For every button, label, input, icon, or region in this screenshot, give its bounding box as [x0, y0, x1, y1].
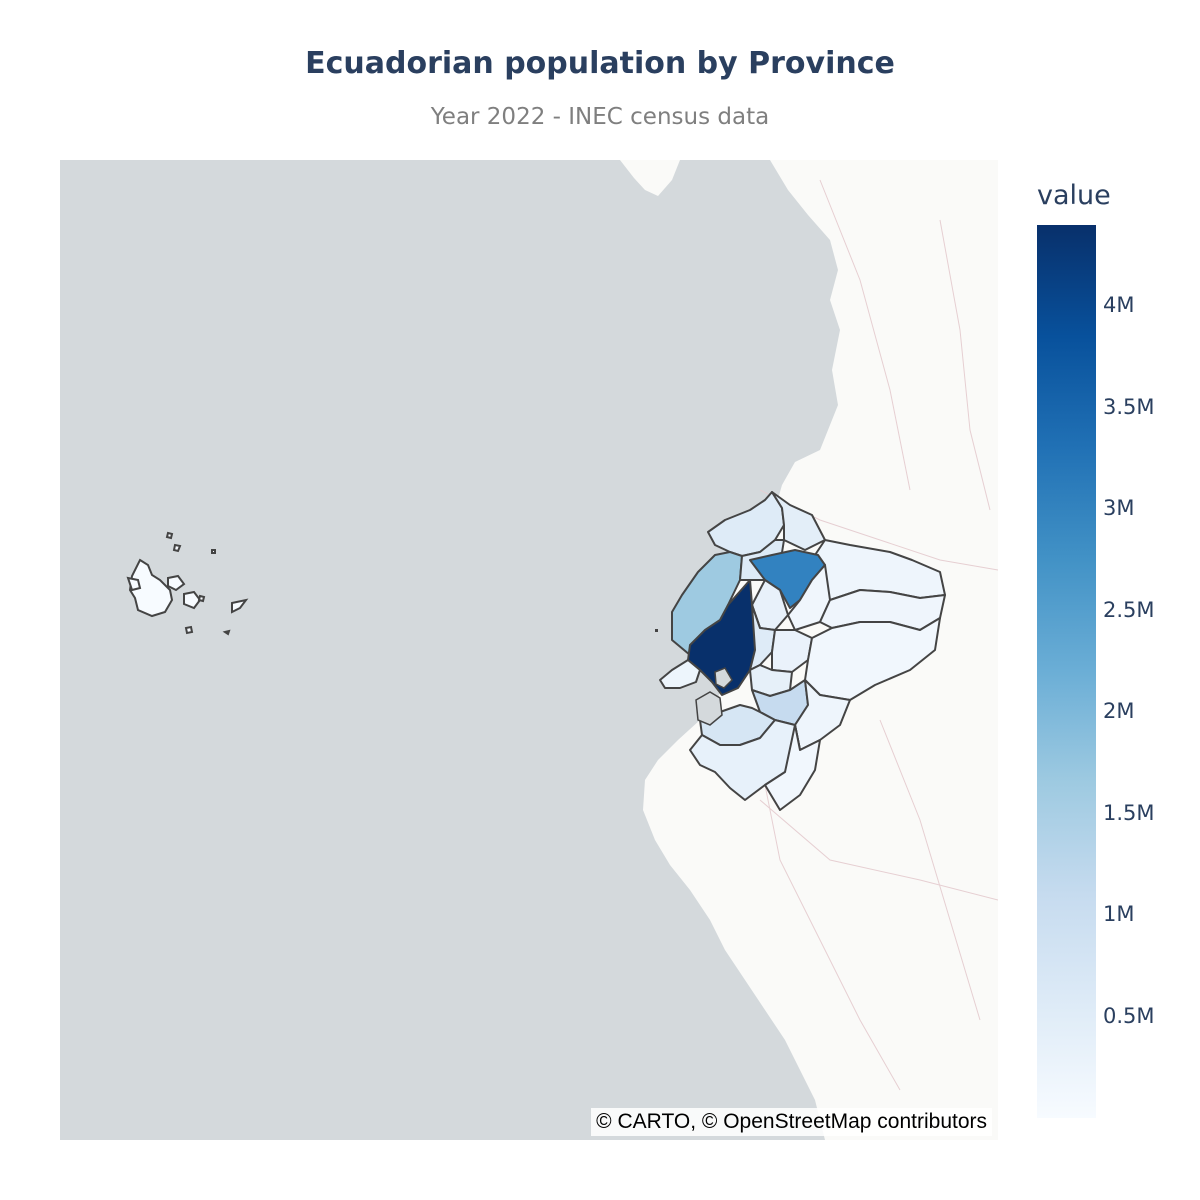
colorbar-tick: 4M — [1103, 293, 1135, 318]
chart-subtitle: Year 2022 - INEC census data — [430, 104, 770, 130]
colorbar-tick: 1.5M — [1103, 800, 1155, 825]
province-carchi-imbabura — [771, 491, 826, 551]
colorbar-tick: 2.5M — [1103, 597, 1155, 622]
colorbar — [1037, 225, 1096, 1118]
chart-title: Ecuadorian population by Province — [305, 46, 895, 81]
coastal-islet — [655, 629, 658, 632]
colorbar-tick: 0.5M — [1103, 1003, 1155, 1028]
colorbar-tick: 1M — [1103, 902, 1135, 927]
province-tungurahua-chimborazo — [771, 629, 813, 673]
map-view[interactable]: © CARTO, © OpenStreetMap contributors — [60, 160, 998, 1140]
colorbar-tick: 3M — [1103, 496, 1135, 521]
map-layer — [126, 160, 998, 1140]
galapagos-islands — [126, 531, 249, 636]
ecuador-provinces — [659, 491, 946, 811]
colorbar-tick: 2M — [1103, 699, 1135, 724]
country-boundaries — [759, 179, 998, 1091]
colorbar-tick: 3.5M — [1103, 394, 1155, 419]
province-santa-elena — [659, 659, 701, 689]
province-zamora — [764, 724, 821, 811]
gulf-of-guayaquil — [695, 667, 733, 726]
province-los-rios — [749, 604, 776, 671]
colorbar-title: value — [1037, 180, 1111, 211]
map-attribution[interactable]: © CARTO, © OpenStreetMap contributors — [591, 1108, 992, 1136]
northern-coast-detail — [620, 160, 680, 196]
